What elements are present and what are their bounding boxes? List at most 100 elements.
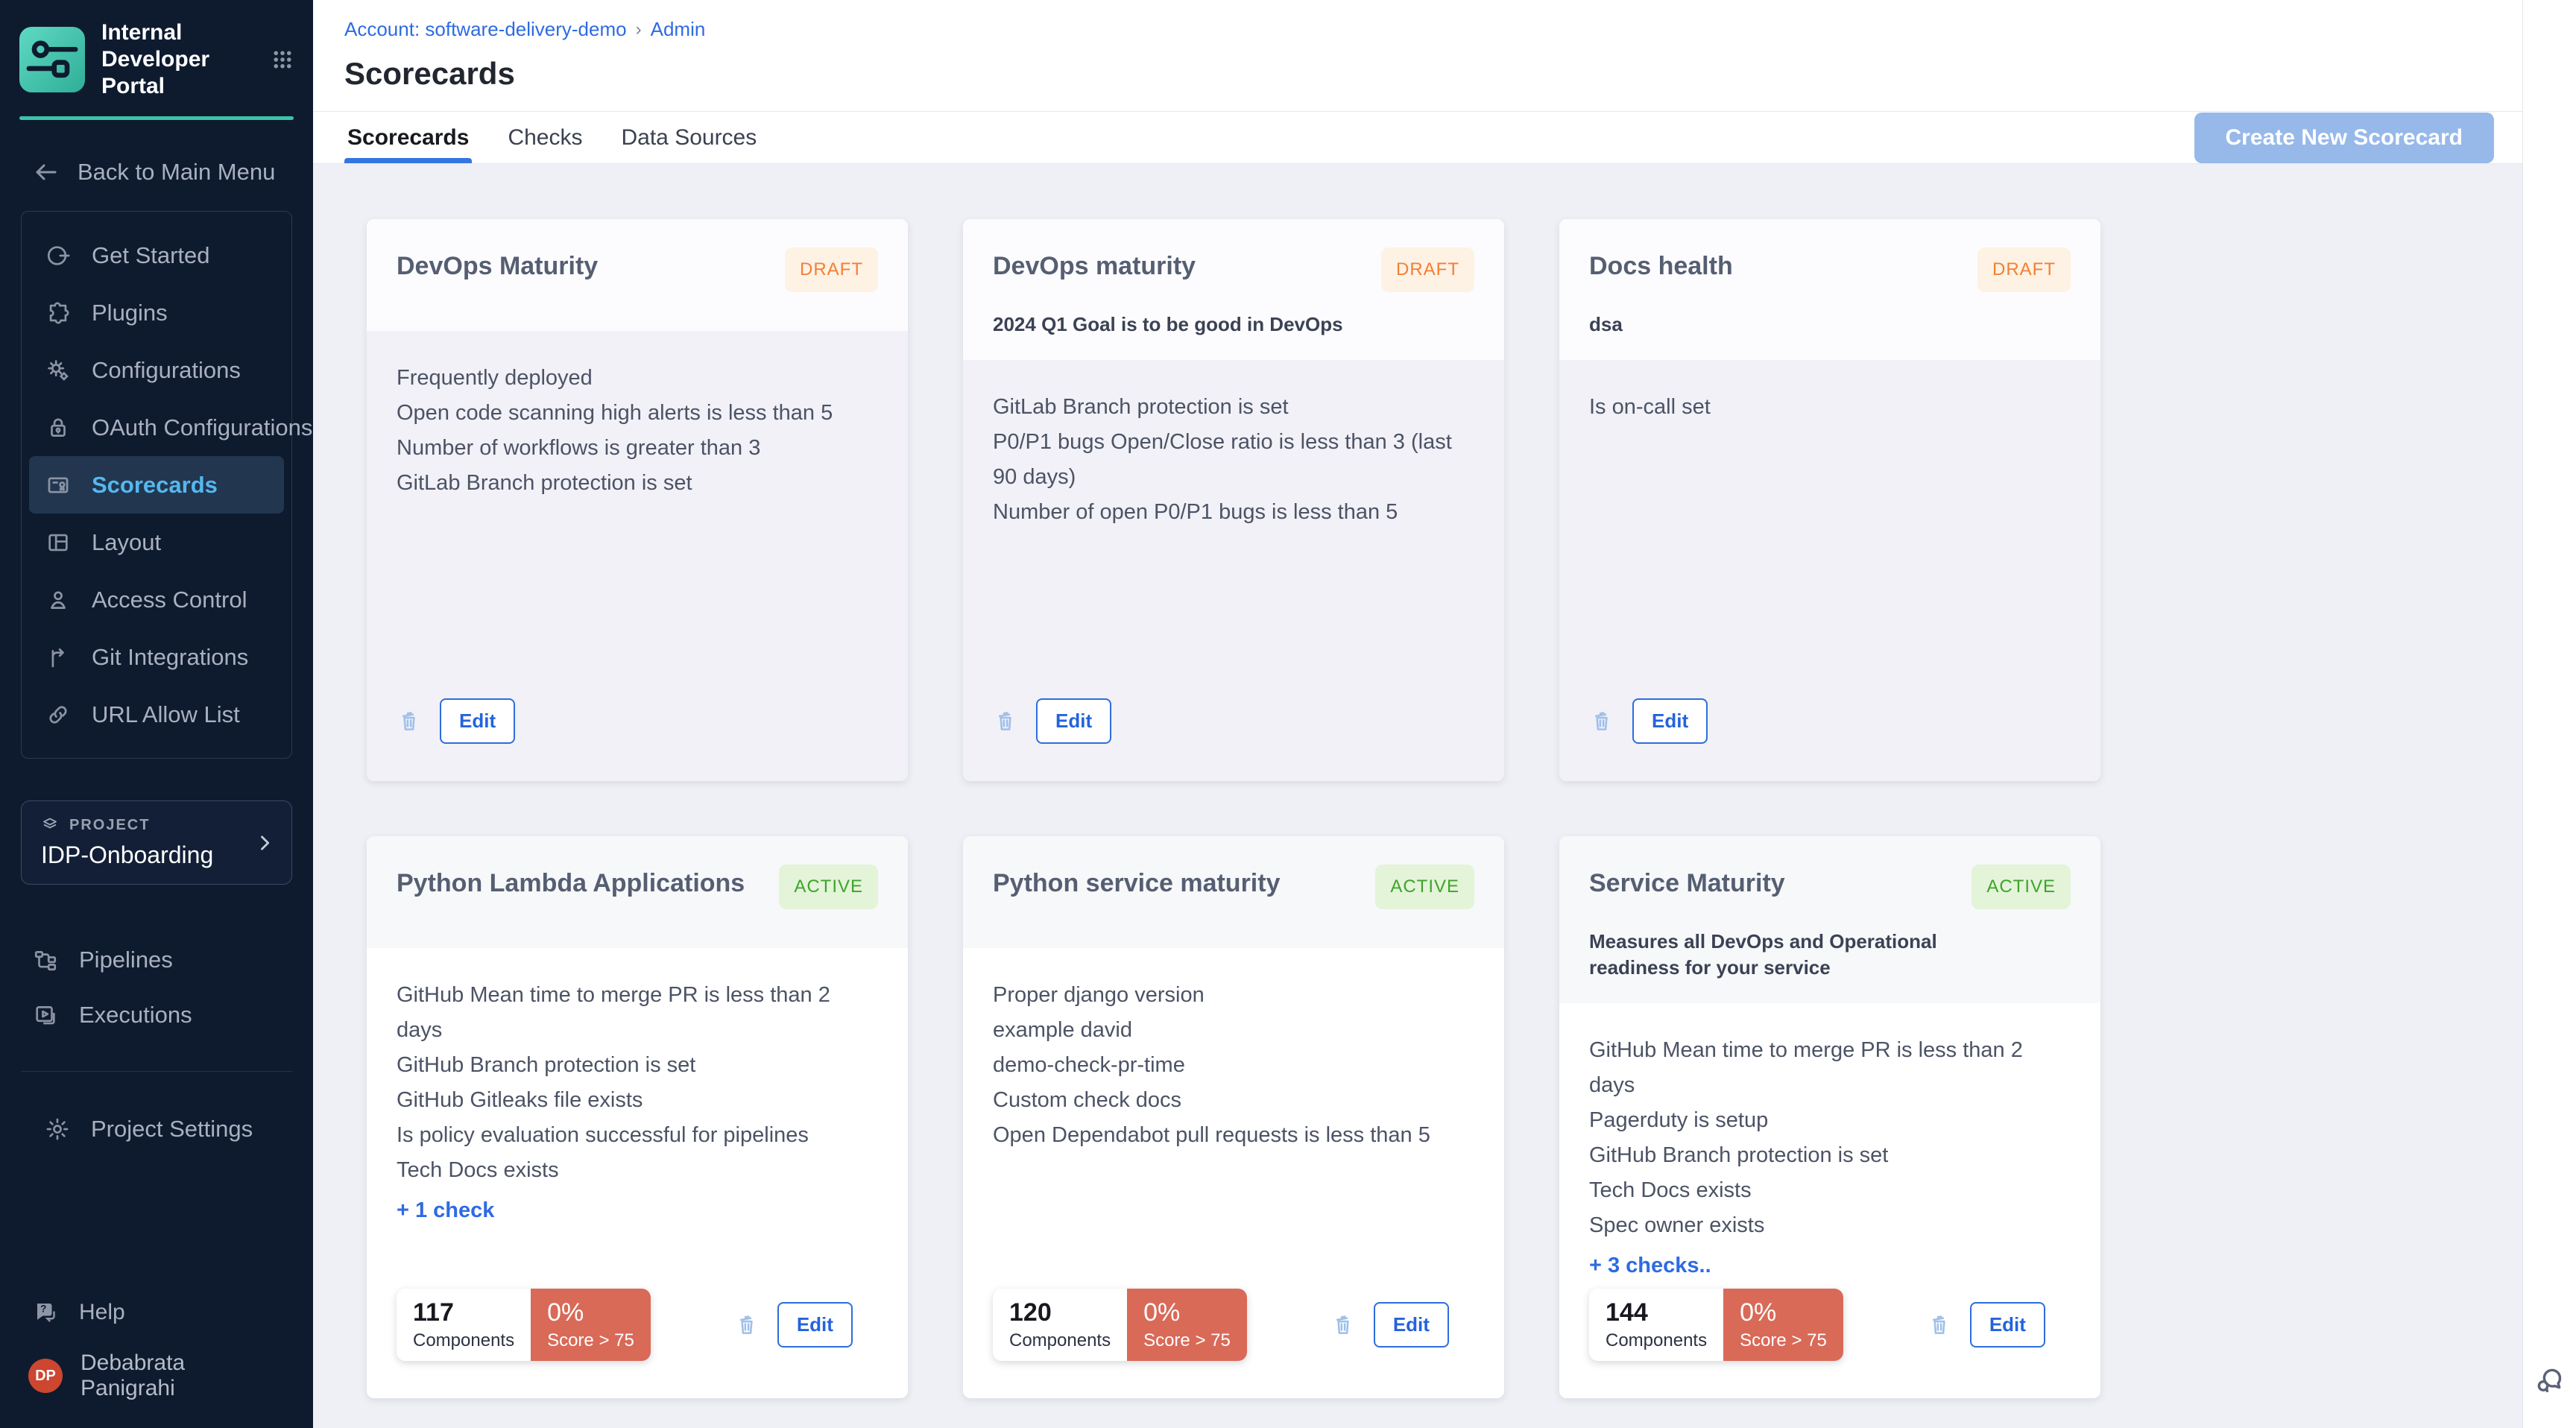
back-label: Back to Main Menu (78, 159, 276, 185)
card-description: dsa (1589, 313, 1623, 335)
edit-scorecard-button[interactable]: Edit (1036, 698, 1112, 744)
tab-data-sources[interactable]: Data Sources (621, 124, 757, 150)
sidebar-item-scorecards[interactable]: Scorecards (29, 456, 284, 514)
pipelines-icon (34, 951, 57, 971)
check-item: Open Dependabot pull requests is less th… (993, 1123, 1430, 1147)
scorecard-card: Python service maturity ACTIVE Proper dj… (963, 836, 1504, 1398)
person-icon (51, 590, 66, 609)
sidebar-item-pipelines[interactable]: Pipelines (28, 932, 285, 988)
sidebar-item-executions[interactable]: Executions (28, 988, 285, 1043)
status-badge: ACTIVE (779, 865, 878, 909)
layers-icon (43, 818, 57, 829)
check-item: GitHub Branch protection is set (397, 1053, 696, 1077)
components-label: Components (1606, 1330, 1708, 1350)
sidebar-item-url-allow-list[interactable]: URL Allow List (29, 686, 284, 743)
back-to-main-menu[interactable]: Back to Main Menu (0, 120, 313, 211)
score-label: Score > 75 (1143, 1330, 1231, 1350)
components-label: Components (1009, 1330, 1111, 1350)
check-item: GitHub Mean time to merge PR is less tha… (1589, 1038, 2023, 1098)
status-badge: DRAFT (785, 247, 878, 292)
score-percentage: 0% (547, 1298, 584, 1327)
check-item: GitHub Gitleaks file exists (397, 1088, 643, 1112)
status-badge: DRAFT (1977, 247, 2071, 292)
check-list: GitLab Branch protection is set P0/P1 bu… (993, 390, 1474, 698)
svg-text:?: ? (40, 1303, 46, 1314)
card-description: Measures all DevOps and Operational read… (1589, 930, 1937, 979)
check-item: Tech Docs exists (397, 1158, 559, 1182)
delete-scorecard-button[interactable] (397, 709, 422, 734)
app-grid-icon[interactable] (271, 48, 294, 71)
chat-bubbles-icon[interactable] (2533, 1362, 2567, 1397)
check-item: Number of open P0/P1 bugs is less than 5 (993, 500, 1398, 525)
check-item: Pagerduty is setup (1589, 1108, 1769, 1133)
gear-icon (46, 1118, 69, 1140)
more-checks-link[interactable]: + 1 check (397, 1198, 495, 1222)
more-checks-link[interactable]: + 3 checks.. (1589, 1254, 1711, 1278)
avatar: DP (28, 1359, 63, 1393)
check-item: Proper django version (993, 983, 1205, 1007)
create-new-scorecard-button[interactable]: Create New Scorecard (2194, 112, 2494, 163)
layout-icon (48, 534, 68, 551)
tab-scorecards[interactable]: Scorecards (344, 112, 473, 163)
puzzle-icon (49, 302, 69, 323)
chevron-right-icon (254, 833, 275, 853)
page-title: Scorecards (344, 56, 515, 91)
delete-scorecard-button[interactable] (1330, 1312, 1356, 1338)
arrow-left-icon (36, 164, 57, 180)
status-badge: ACTIVE (1375, 865, 1474, 909)
sidebar-item-get-started[interactable]: Get Started (29, 227, 284, 284)
card-title: Python service maturity (993, 869, 1281, 897)
delete-scorecard-button[interactable] (993, 709, 1018, 734)
sidebar-item-plugins[interactable]: Plugins (29, 284, 284, 341)
card-title: Service Maturity (1589, 869, 1785, 897)
check-list: GitHub Mean time to merge PR is less tha… (397, 978, 878, 1289)
project-eyebrow-label: PROJECT (69, 816, 151, 833)
accent-divider (19, 116, 294, 120)
scorecard-icon (48, 476, 69, 493)
edit-scorecard-button[interactable]: Edit (440, 698, 516, 744)
sidebar-item-git-integrations[interactable]: Git Integrations (29, 628, 284, 686)
right-rail (2522, 0, 2576, 1428)
executions-icon (36, 1006, 55, 1025)
breadcrumb-admin-link[interactable]: Admin (650, 18, 706, 40)
sidebar-item-configurations[interactable]: Configurations (29, 341, 284, 399)
sidebar-item-oauth-configurations[interactable]: OAuth Configurations (29, 399, 312, 456)
check-item: P0/P1 bugs Open/Close ratio is less than… (993, 430, 1452, 490)
scorecards-grid: DevOps Maturity DRAFT Frequently deploye… (313, 164, 2576, 1428)
trash-icon (402, 711, 415, 730)
score-label: Score > 75 (547, 1330, 634, 1350)
project-selector[interactable]: PROJECT IDP-Onboarding (21, 800, 292, 885)
check-item: Spec owner exists (1589, 1213, 1765, 1238)
sidebar-item-project-settings[interactable]: Project Settings (28, 1100, 285, 1157)
check-item: Tech Docs exists (1589, 1178, 1752, 1203)
check-item: example david (993, 1018, 1132, 1042)
user-name: Debabrata Panigrahi (80, 1350, 186, 1400)
help-chat-icon: ? (37, 1303, 55, 1322)
user-menu[interactable]: DP Debabrata Panigrahi (0, 1340, 313, 1428)
scorecard-card: Docs health DRAFT dsa Is on-call set Edi… (1559, 219, 2100, 781)
delete-scorecard-button[interactable] (1589, 709, 1614, 734)
tab-checks[interactable]: Checks (508, 124, 583, 150)
status-badge: ACTIVE (1972, 865, 2071, 909)
main-area: Account: software-delivery-demo › Admin … (313, 0, 2576, 1428)
score-summary: 144 Components 0% Score > 75 (1589, 1289, 1843, 1361)
edit-scorecard-button[interactable]: Edit (1969, 1302, 2045, 1348)
sidebar-item-access-control[interactable]: Access Control (29, 571, 284, 628)
edit-scorecard-button[interactable]: Edit (1632, 698, 1708, 744)
check-item: Is policy evaluation successful for pipe… (397, 1123, 809, 1147)
delete-scorecard-button[interactable] (1927, 1312, 1952, 1338)
link-icon (49, 705, 67, 724)
check-item: Number of workflows is greater than 3 (397, 436, 761, 460)
trash-icon (998, 711, 1011, 730)
score-percentage: 0% (1143, 1298, 1181, 1327)
sidebar-item-layout[interactable]: Layout (29, 514, 284, 571)
help-button[interactable]: ? Help (0, 1285, 313, 1340)
delete-scorecard-button[interactable] (734, 1312, 760, 1338)
trash-icon (1932, 1315, 1945, 1334)
score-label: Score > 75 (1740, 1330, 1827, 1350)
breadcrumb-account-link[interactable]: Account: software-delivery-demo (344, 18, 627, 40)
edit-scorecard-button[interactable]: Edit (777, 1302, 853, 1348)
status-badge: DRAFT (1381, 247, 1474, 292)
gears-icon (48, 359, 69, 381)
edit-scorecard-button[interactable]: Edit (1373, 1302, 1449, 1348)
